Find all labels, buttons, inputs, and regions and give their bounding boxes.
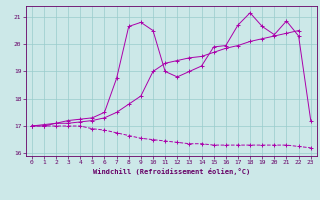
X-axis label: Windchill (Refroidissement éolien,°C): Windchill (Refroidissement éolien,°C) — [92, 168, 250, 175]
